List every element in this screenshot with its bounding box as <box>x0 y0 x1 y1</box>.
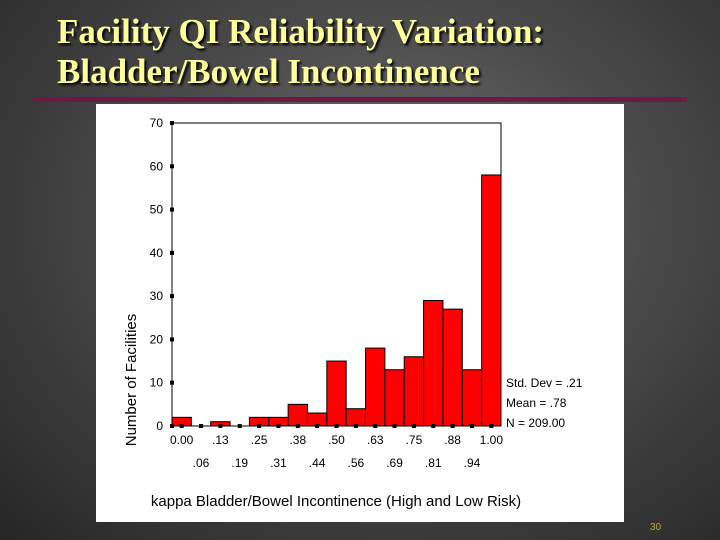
histogram-bar <box>326 360 347 427</box>
histogram-statistic: N = 209.00 <box>506 416 565 430</box>
y-tick-mark <box>170 380 174 385</box>
y-tick-label: 60 <box>150 159 164 173</box>
histogram-bar <box>384 369 405 427</box>
x-tick-mark <box>257 424 262 428</box>
histogram-bar <box>365 347 386 427</box>
x-tick-mark <box>489 424 494 428</box>
x-tick-label: .50 <box>328 433 345 447</box>
y-tick-mark <box>170 207 174 212</box>
x-tick-label: .69 <box>386 456 403 470</box>
x-tick-label: .81 <box>425 456 442 470</box>
histogram-bar <box>461 369 483 427</box>
y-tick-mark <box>170 294 174 299</box>
x-tick-mark <box>218 424 223 428</box>
y-tick-label: 50 <box>150 203 164 217</box>
y-tick-mark <box>170 164 174 169</box>
x-tick-label: .56 <box>348 456 365 470</box>
histogram-chart: Number of Facilities kappa Bladder/Bowel… <box>123 116 583 510</box>
page-number: 30 <box>650 522 662 533</box>
slide-title-line-2: Bladder/Bowel Incontinence <box>57 52 480 91</box>
y-tick-mark <box>170 337 174 342</box>
histogram-bar <box>287 403 308 427</box>
histogram-bar <box>442 308 463 427</box>
histogram-bar <box>423 299 444 427</box>
slide-title-line-1: Facility QI Reliability Variation: <box>57 12 545 51</box>
y-tick-label: 10 <box>150 376 164 390</box>
y-tick-label: 70 <box>150 116 164 130</box>
x-tick-label: 0.00 <box>170 433 194 447</box>
x-tick-mark <box>353 424 358 428</box>
x-tick-mark <box>392 424 397 428</box>
x-tick-mark <box>373 424 378 428</box>
x-tick-mark <box>334 424 339 428</box>
slide-title: Facility QI Reliability Variation: Bladd… <box>57 12 544 92</box>
x-tick-label: .75 <box>406 433 423 447</box>
y-tick-mark <box>170 121 174 125</box>
x-tick-mark <box>411 424 416 428</box>
histogram-statistic: Std. Dev = .21 <box>506 376 583 390</box>
x-tick-label: .38 <box>289 433 306 447</box>
y-tick-label: 20 <box>150 332 164 346</box>
x-tick-label: .25 <box>251 433 268 447</box>
x-tick-mark <box>295 424 300 428</box>
histogram-bar <box>481 174 502 427</box>
y-tick-mark <box>170 424 174 428</box>
title-divider <box>33 97 687 102</box>
x-tick-label: .44 <box>309 456 326 470</box>
x-tick-label: .88 <box>444 433 461 447</box>
x-tick-mark <box>237 424 242 428</box>
y-tick-label: 40 <box>150 246 164 260</box>
x-tick-label: .06 <box>193 456 210 470</box>
x-tick-label: 1.00 <box>480 433 504 447</box>
x-tick-mark <box>315 424 320 428</box>
x-tick-label: .19 <box>231 456 248 470</box>
x-axis-label: kappa Bladder/Bowel Incontinence (High a… <box>151 493 521 510</box>
x-tick-mark <box>199 424 204 428</box>
x-tick-mark <box>276 424 281 428</box>
histogram-statistic: Mean = .78 <box>506 396 567 410</box>
y-tick-label: 30 <box>150 289 164 303</box>
x-tick-mark <box>469 424 474 428</box>
histogram-bar <box>345 408 367 427</box>
x-tick-label: .94 <box>464 456 481 470</box>
x-tick-mark <box>179 424 184 428</box>
x-tick-mark <box>431 424 436 428</box>
y-tick-label: 0 <box>156 419 163 433</box>
x-tick-mark <box>450 424 455 428</box>
histogram-bar <box>403 356 425 427</box>
x-tick-label: .31 <box>270 456 287 470</box>
histogram-panel: Number of Facilities kappa Bladder/Bowel… <box>96 104 624 522</box>
x-tick-label: .13 <box>212 433 229 447</box>
y-tick-mark <box>170 250 174 255</box>
x-tick-label: .63 <box>367 433 384 447</box>
y-axis-label: Number of Facilities <box>123 314 140 447</box>
